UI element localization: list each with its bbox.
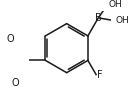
Text: OH: OH (115, 16, 129, 25)
Text: F: F (97, 70, 102, 80)
Text: O: O (7, 34, 14, 44)
Text: O: O (11, 78, 19, 88)
Text: OH: OH (109, 0, 122, 9)
Text: B: B (95, 13, 102, 23)
